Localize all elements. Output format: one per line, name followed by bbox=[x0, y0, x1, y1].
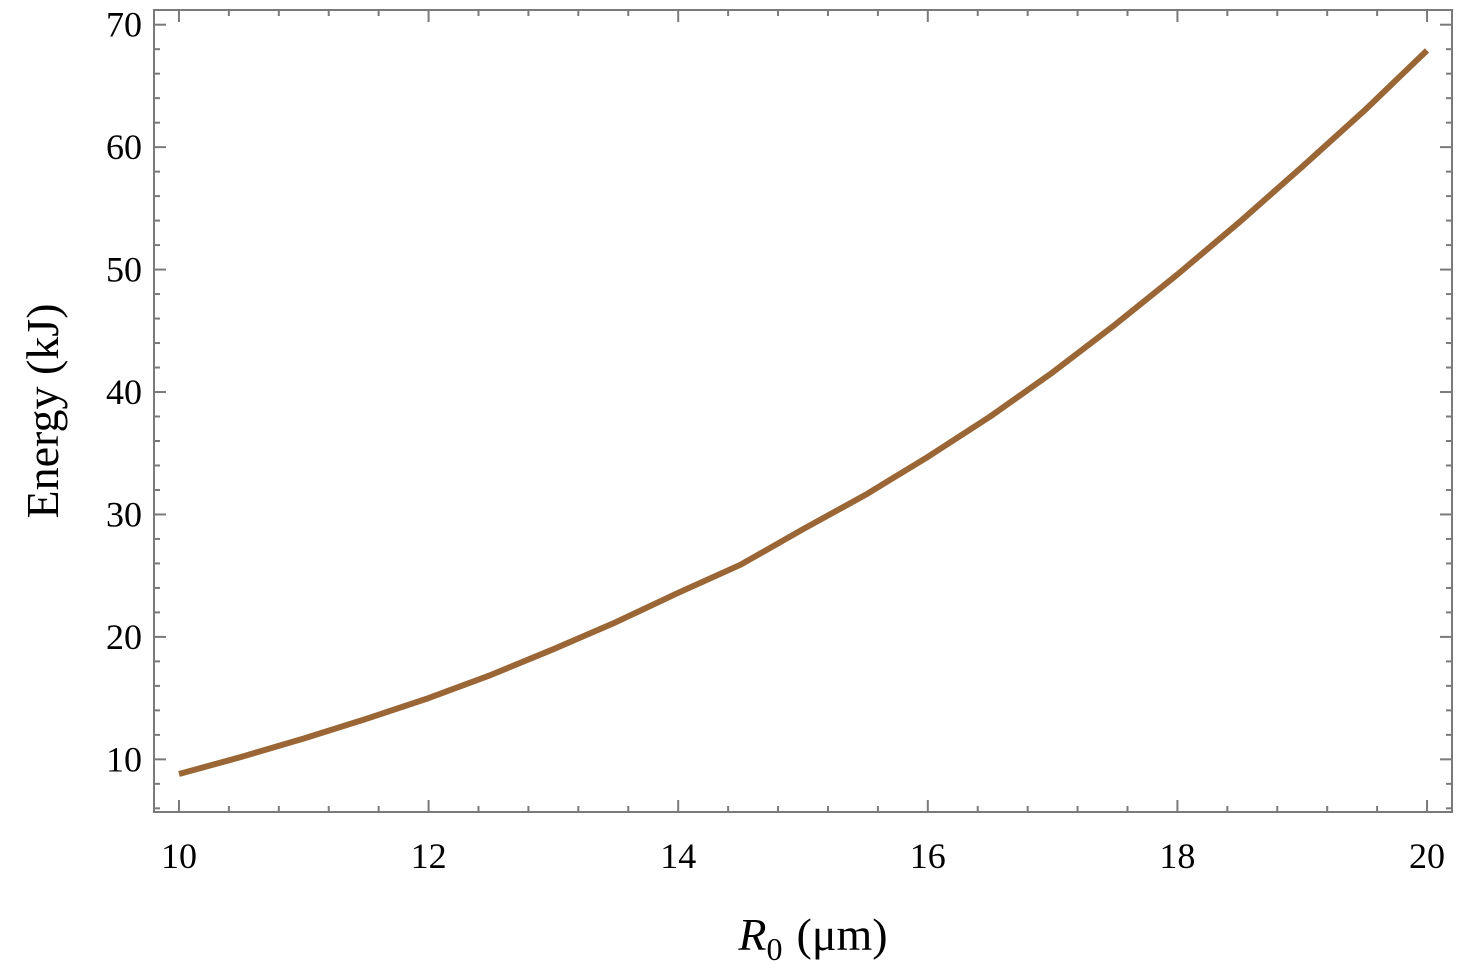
minor-ticks bbox=[154, 10, 1452, 812]
x-tick-label: 18 bbox=[1159, 836, 1195, 876]
x-tick-labels: 10 12 14 16 18 20 bbox=[161, 836, 1445, 876]
y-axis-label: Energy (kJ) bbox=[17, 303, 68, 518]
x-axis-label-symbol: R bbox=[737, 909, 766, 960]
series-line bbox=[178, 48, 1430, 777]
major-ticks bbox=[154, 10, 1452, 812]
y-tick-label: 10 bbox=[106, 739, 142, 779]
x-tick-label: 14 bbox=[660, 836, 696, 876]
x-tick-label: 16 bbox=[910, 836, 946, 876]
x-axis-label: R0 (μm) bbox=[737, 909, 887, 967]
x-axis-label-unit: (μm) bbox=[797, 909, 888, 960]
x-tick-label: 20 bbox=[1409, 836, 1445, 876]
y-tick-label: 20 bbox=[106, 617, 142, 657]
y-tick-label: 50 bbox=[106, 250, 142, 290]
x-axis-label-subscript: 0 bbox=[767, 931, 783, 967]
y-tick-label: 30 bbox=[106, 494, 142, 534]
y-tick-label: 40 bbox=[106, 372, 142, 412]
y-tick-label: 70 bbox=[106, 5, 142, 45]
y-tick-labels: 10 20 30 40 50 60 70 bbox=[106, 5, 142, 780]
x-tick-label: 12 bbox=[411, 836, 447, 876]
series-group bbox=[178, 48, 1430, 777]
y-tick-label: 60 bbox=[106, 127, 142, 167]
plot-frame bbox=[153, 9, 1453, 813]
x-tick-label: 10 bbox=[161, 836, 197, 876]
